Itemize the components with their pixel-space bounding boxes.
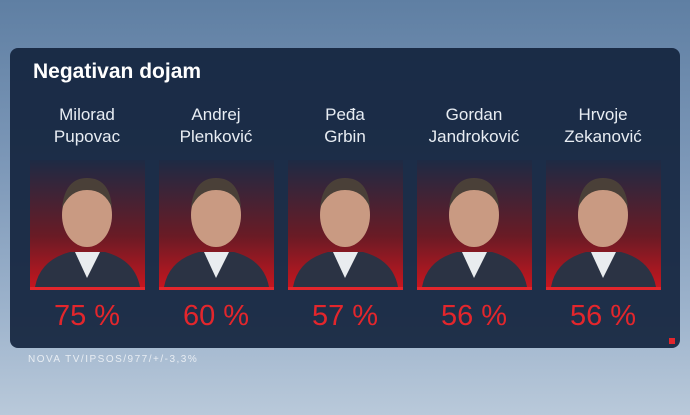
percentage: 56 % xyxy=(569,300,637,332)
hair xyxy=(449,178,499,208)
name-line: Hrvoje xyxy=(578,105,628,124)
collar xyxy=(204,252,229,278)
person-name: Gordan Jandroković xyxy=(409,104,539,148)
face xyxy=(449,183,499,247)
underline xyxy=(159,287,274,290)
person-name: Milorad Pupovac xyxy=(22,104,152,148)
underline xyxy=(30,287,145,290)
portrait xyxy=(546,160,661,290)
name-line: Plenković xyxy=(179,127,253,146)
collar xyxy=(333,252,358,278)
hair xyxy=(62,178,112,208)
face xyxy=(62,183,112,247)
name-line: Milorad xyxy=(59,105,115,124)
underline xyxy=(288,287,403,290)
portrait xyxy=(159,160,274,290)
face xyxy=(578,183,628,247)
person-name: Peđa Grbin xyxy=(280,104,410,148)
portrait xyxy=(417,160,532,290)
name-line: Pupovac xyxy=(53,127,121,146)
hair xyxy=(320,178,370,208)
name-line: Peđa xyxy=(325,105,365,124)
collar xyxy=(591,252,616,278)
name-line: Jandroković xyxy=(428,127,520,146)
person-name: Hrvoje Zekanović xyxy=(538,104,668,148)
underline xyxy=(417,287,532,290)
collar xyxy=(75,252,100,278)
source: NOVA TV/IPSOS/977/+/-3,3% xyxy=(28,354,199,365)
corner-accent xyxy=(669,338,675,344)
percentage: 60 % xyxy=(182,300,250,332)
face xyxy=(191,183,241,247)
percentage: 56 % xyxy=(440,300,508,332)
percentage: 57 % xyxy=(311,300,379,332)
portrait xyxy=(30,160,145,290)
face xyxy=(320,183,370,247)
hair xyxy=(578,178,628,208)
photo xyxy=(159,160,274,290)
photo xyxy=(30,160,145,290)
name-line: Gordan xyxy=(445,105,503,124)
title: Negativan dojam xyxy=(33,60,202,83)
hair xyxy=(191,178,241,208)
photo xyxy=(417,160,532,290)
name-line: Zekanović xyxy=(564,127,642,146)
percentage: 75 % xyxy=(53,300,121,332)
person-name: Andrej Plenković xyxy=(151,104,281,148)
photo xyxy=(546,160,661,290)
portrait xyxy=(288,160,403,290)
photo xyxy=(288,160,403,290)
name-line: Grbin xyxy=(324,127,366,146)
name-line: Andrej xyxy=(191,105,241,124)
underline xyxy=(546,287,661,290)
collar xyxy=(462,252,487,278)
